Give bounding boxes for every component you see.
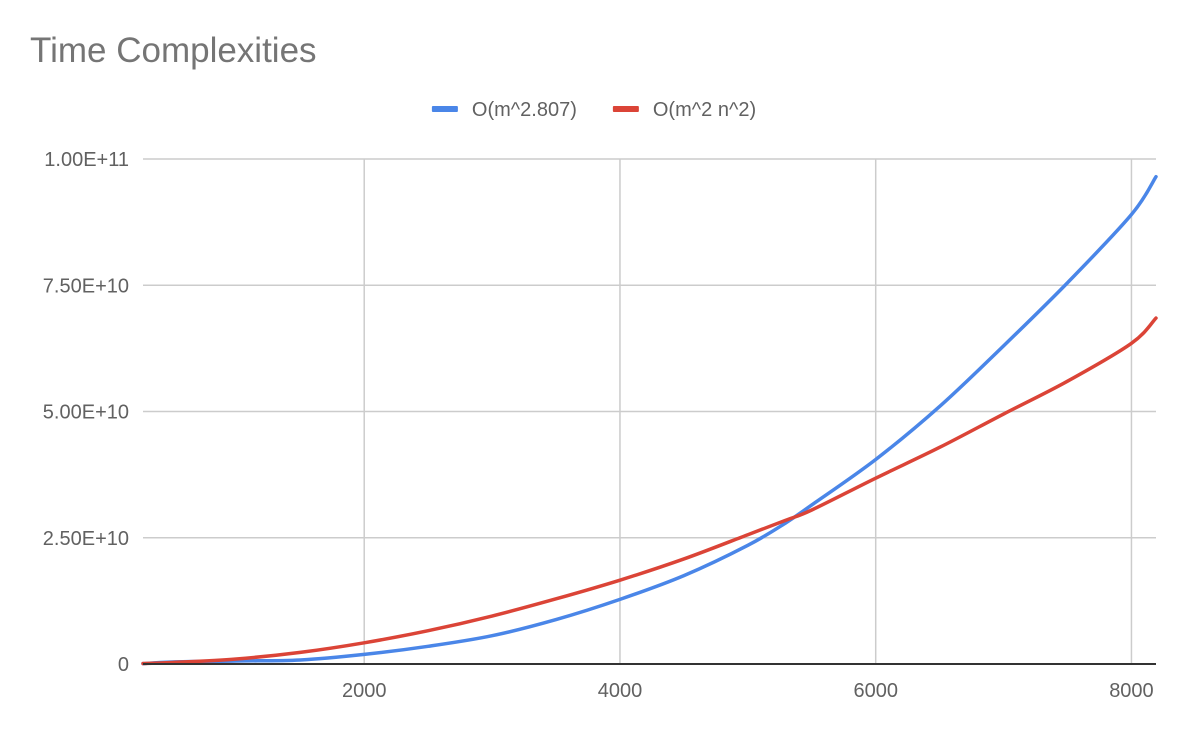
- legend-swatch: [612, 106, 639, 112]
- y-tick-label: 0: [118, 654, 129, 676]
- x-tick-label: 2000: [342, 680, 387, 702]
- series-lines: [141, 174, 1158, 666]
- y-tick-label: 1.00E+11: [44, 149, 129, 171]
- tick-labels: 0 2.50E+10 5.00E+10 7.50E+10 1.00E+11 2000 400…: [43, 149, 1154, 702]
- x-tick-label: 6000: [853, 680, 898, 702]
- y-tick-label: 5.00E+10: [43, 402, 129, 424]
- legend-label: O(m^2.807): [472, 99, 577, 121]
- legend-swatch: [431, 106, 458, 112]
- legend-label: O(m^2 n^2): [653, 99, 756, 121]
- legend: O(m^2.807) O(m^2 n^2): [431, 99, 756, 121]
- legend-item: O(m^2.807): [431, 99, 577, 121]
- chart-title: Time Complexities: [30, 31, 317, 70]
- x-tick-label: 4000: [598, 680, 643, 702]
- gridlines: [143, 158, 1156, 664]
- y-tick-label: 2.50E+10: [43, 528, 129, 550]
- x-tick-label: 8000: [1109, 680, 1154, 702]
- y-tick-label: 7.50E+10: [43, 275, 129, 297]
- series-line-1: [141, 174, 1158, 666]
- legend-item: O(m^2 n^2): [612, 99, 756, 121]
- series-line-2: [141, 316, 1158, 666]
